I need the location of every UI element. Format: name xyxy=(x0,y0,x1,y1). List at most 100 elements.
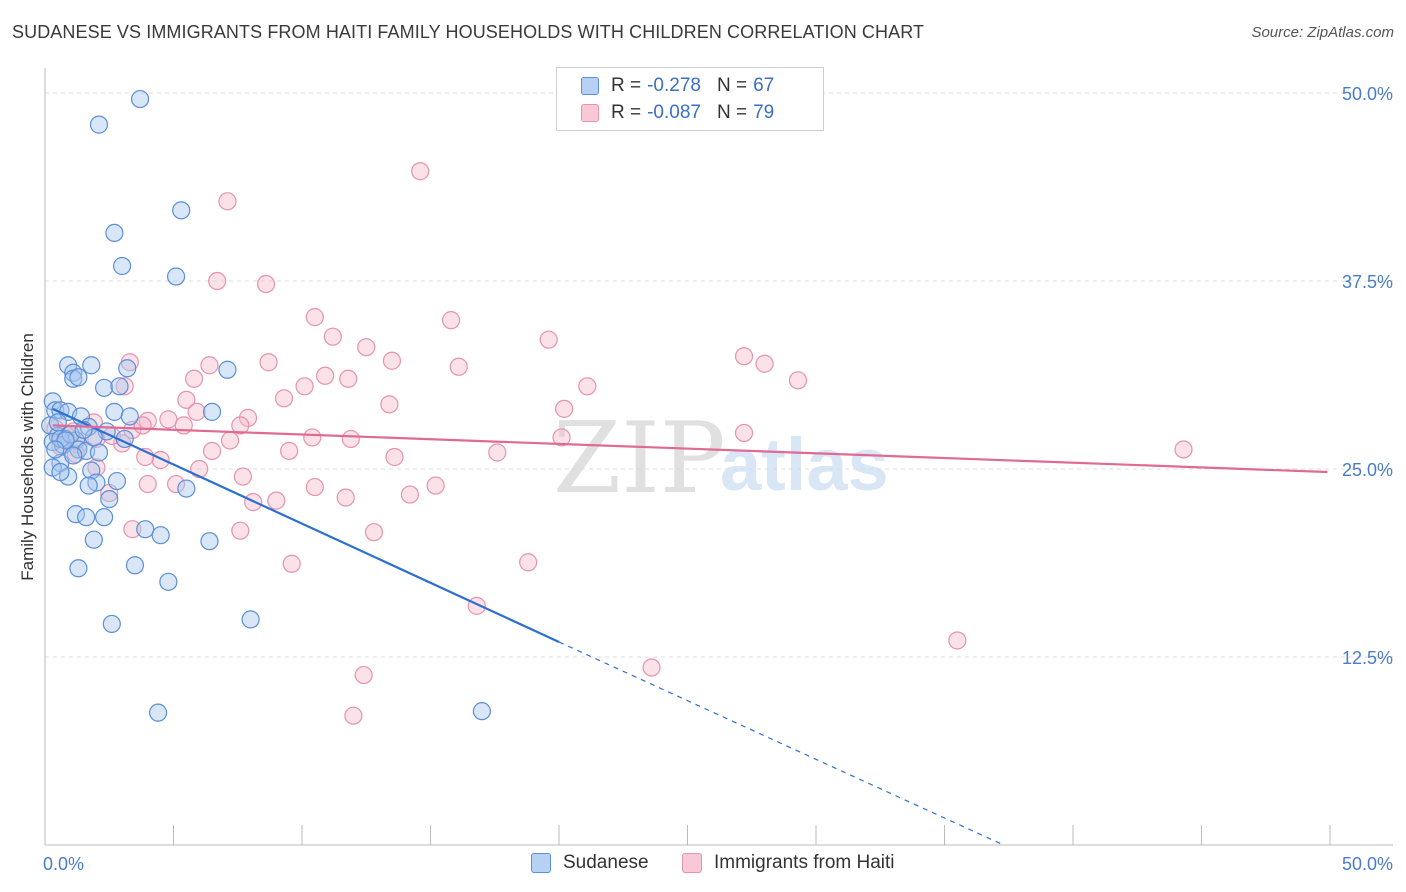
point-sudanese xyxy=(46,440,65,459)
point-haiti xyxy=(578,377,597,396)
legend-swatch-blue xyxy=(581,77,599,95)
point-sudanese xyxy=(89,115,109,134)
point-haiti xyxy=(449,357,468,376)
point-haiti xyxy=(190,459,209,479)
trend-line-haiti xyxy=(52,424,1328,474)
point-haiti xyxy=(382,351,402,370)
y-tick-label: 37.5% xyxy=(1342,272,1393,292)
point-haiti xyxy=(336,488,355,507)
legend-r-value: -0.278 xyxy=(647,75,701,96)
point-sudanese xyxy=(177,479,196,498)
point-haiti xyxy=(280,441,299,461)
point-haiti xyxy=(380,395,399,414)
point-haiti xyxy=(87,458,106,477)
point-sudanese xyxy=(218,360,237,379)
point-haiti xyxy=(341,429,360,449)
legend-n-label: N = xyxy=(716,75,748,96)
point-haiti xyxy=(357,338,376,357)
legend-label-sudanese: Sudanese xyxy=(563,852,649,873)
point-haiti xyxy=(200,356,219,375)
watermark: ZIP atlas xyxy=(553,402,889,516)
point-sudanese xyxy=(82,461,101,480)
point-sudanese xyxy=(172,201,191,220)
point-haiti xyxy=(166,474,186,494)
point-sudanese xyxy=(56,431,75,450)
x-tick-label: 50.0% xyxy=(1342,854,1393,874)
point-haiti xyxy=(755,354,774,373)
legend-swatch-blue xyxy=(531,853,551,873)
point-haiti xyxy=(400,485,420,504)
point-haiti xyxy=(316,366,335,385)
point-sudanese xyxy=(159,572,178,591)
legend-r-label: R = xyxy=(611,75,642,96)
point-haiti xyxy=(231,416,250,435)
point-haiti xyxy=(305,308,324,327)
point-haiti xyxy=(364,523,384,542)
point-haiti xyxy=(441,311,461,330)
point-sudanese xyxy=(95,508,114,527)
y-axis-label: Family Households with Children xyxy=(18,333,37,581)
point-haiti xyxy=(385,447,404,467)
point-sudanese xyxy=(100,489,119,509)
point-sudanese xyxy=(105,402,124,421)
trend-line-sudanese xyxy=(52,407,560,643)
point-sudanese xyxy=(472,702,491,721)
legend-n-value: 67 xyxy=(753,75,775,96)
point-haiti xyxy=(259,353,278,372)
point-haiti xyxy=(123,520,142,539)
tick-labels: 12.5% 25.0% 37.5% 50.0% 0.0% 50.0% xyxy=(43,84,1393,874)
legend-swatch-pink xyxy=(682,853,702,873)
point-haiti xyxy=(177,390,196,409)
point-haiti xyxy=(233,467,252,486)
point-sudanese xyxy=(95,378,114,397)
points-sudanese xyxy=(41,89,491,722)
legend-item-sudanese[interactable]: Sudanese xyxy=(531,852,649,874)
point-haiti xyxy=(488,443,507,462)
point-sudanese xyxy=(69,368,88,387)
point-haiti xyxy=(295,377,314,396)
trend-line-sudanese-extrapolated xyxy=(558,641,1004,846)
point-sudanese xyxy=(82,356,101,375)
point-haiti xyxy=(305,477,324,497)
watermark-zip: ZIP xyxy=(553,402,726,516)
gridlines xyxy=(45,92,1395,658)
point-haiti xyxy=(282,554,301,573)
point-haiti xyxy=(208,271,227,291)
point-haiti xyxy=(642,658,661,677)
legend-row-haiti: R = -0.087 N = 79 xyxy=(581,100,790,126)
point-sudanese xyxy=(69,559,88,578)
point-sudanese xyxy=(202,402,222,421)
point-haiti xyxy=(218,192,237,211)
chart-title: SUDANESE VS IMMIGRANTS FROM HAITI FAMILY… xyxy=(12,22,925,42)
point-haiti xyxy=(734,347,754,366)
point-sudanese xyxy=(66,505,85,524)
legend-label-haiti: Immigrants from Haiti xyxy=(714,852,895,873)
point-haiti xyxy=(339,369,358,388)
point-haiti xyxy=(734,423,754,443)
point-haiti xyxy=(231,521,250,540)
point-haiti xyxy=(1174,440,1193,459)
point-haiti xyxy=(354,665,373,685)
source-label: Source: ZipAtlas.com xyxy=(1251,24,1394,41)
point-sudanese xyxy=(148,703,168,722)
point-sudanese xyxy=(107,471,127,491)
point-haiti xyxy=(411,162,430,181)
point-sudanese xyxy=(166,267,186,286)
point-sudanese xyxy=(130,89,150,109)
point-sudanese xyxy=(79,476,98,495)
point-haiti xyxy=(238,408,258,427)
point-sudanese xyxy=(110,377,129,396)
trend-lines xyxy=(52,407,1328,846)
legend-item-haiti[interactable]: Immigrants from Haiti xyxy=(682,852,895,874)
point-sudanese xyxy=(51,462,70,482)
y-tick-label: 12.5% xyxy=(1342,648,1393,668)
point-sudanese xyxy=(105,223,124,243)
point-haiti xyxy=(115,377,134,396)
y-tick-label: 50.0% xyxy=(1342,84,1393,104)
point-sudanese xyxy=(125,556,145,575)
point-haiti xyxy=(202,441,222,461)
point-sudanese xyxy=(64,446,83,465)
point-haiti xyxy=(151,450,170,470)
point-haiti xyxy=(303,428,322,447)
